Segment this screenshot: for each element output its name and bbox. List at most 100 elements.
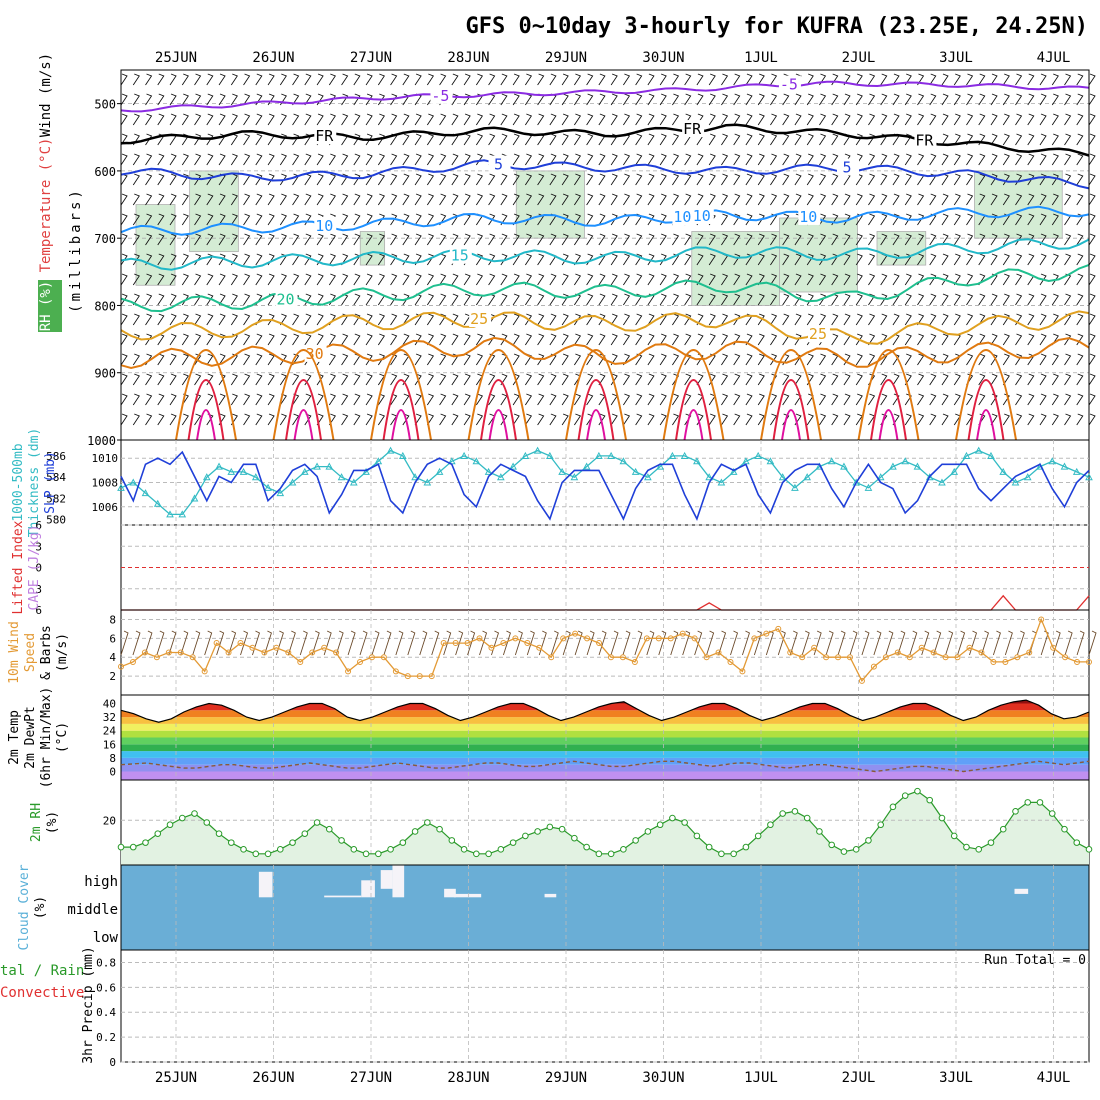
wind-barb [537, 373, 545, 386]
wind-barb [341, 213, 349, 226]
rh-point [313, 819, 321, 826]
wind-barb [966, 273, 974, 286]
wind-barb [708, 113, 716, 126]
wind-barb [672, 193, 680, 206]
wind-barb [1076, 153, 1084, 166]
wind-barb [157, 113, 165, 126]
contour-label-bg [314, 216, 337, 234]
wind-barb [414, 193, 422, 206]
wind-barb [706, 630, 715, 656]
wind-barb [953, 73, 961, 86]
wind-barb [757, 313, 765, 326]
wind-barb [868, 233, 876, 246]
wind-barb [672, 393, 680, 406]
contour-label-bg [682, 120, 705, 138]
wind-barb [1064, 153, 1072, 166]
wind-barb [377, 353, 385, 366]
wind-barb [561, 93, 569, 106]
wind-barb [120, 93, 128, 106]
temp-band [121, 737, 1089, 745]
wind-barb [730, 630, 739, 656]
wind-barb [463, 353, 471, 366]
wind-barb [598, 630, 607, 656]
wind-barb [929, 193, 937, 206]
wind-barb [1027, 393, 1035, 406]
wind-barb [451, 413, 459, 426]
wind-barb [537, 193, 545, 206]
wind-barb [794, 293, 802, 306]
wind-barb [255, 413, 263, 426]
wind-barb [978, 153, 986, 166]
wind-barb [941, 373, 949, 386]
wind-barb [537, 293, 545, 306]
thickness-point [840, 462, 848, 470]
temp-tick-label: 16 [103, 738, 116, 751]
wind-barb [843, 313, 851, 326]
wind-barb [1015, 293, 1023, 306]
wind-barb [855, 73, 863, 86]
wind-barb [770, 313, 778, 326]
wind-barb [341, 373, 349, 386]
cloud-gap [392, 865, 405, 898]
wind-barb [658, 630, 667, 656]
wind-barb [917, 413, 925, 426]
wind-barb [1051, 233, 1059, 246]
wind-barb [549, 133, 557, 146]
rh-point [840, 848, 848, 855]
wind-barb [684, 173, 692, 186]
rh-point [276, 846, 284, 853]
wind-barb [794, 193, 802, 206]
wind-barb [414, 273, 422, 286]
rh-point [718, 850, 725, 858]
wind-point [727, 658, 734, 665]
wind-barb [365, 93, 373, 106]
wind-barb [880, 213, 888, 226]
rh-point [767, 821, 774, 829]
thickness-point [386, 446, 395, 454]
wind-barb [455, 630, 464, 656]
wind-barb [377, 253, 385, 266]
wind-barb [206, 193, 214, 206]
wind-barb [169, 333, 177, 346]
wind-barb [267, 173, 275, 186]
wind-barb [243, 353, 251, 366]
wind-barb [1002, 73, 1010, 86]
wind-barb [439, 413, 447, 426]
wind-barb [292, 353, 300, 366]
wind-barb [365, 113, 373, 126]
wind-barb [475, 393, 484, 406]
rh-point [424, 819, 431, 826]
wind-point [655, 635, 662, 642]
wind-barb [733, 93, 741, 106]
wind-barb [279, 413, 287, 426]
wind-barb [819, 233, 827, 246]
wind-barb [623, 413, 631, 426]
wind-barb [132, 73, 140, 86]
wind-point [141, 649, 148, 656]
wind-barb [598, 233, 606, 246]
wind-barb [267, 213, 275, 226]
wind-barb [721, 393, 729, 406]
wind-barb [512, 213, 520, 226]
wind-barb [500, 193, 508, 206]
rh-point [558, 825, 566, 833]
wind-point [237, 640, 244, 647]
rh-point [240, 846, 247, 853]
wind-barb [586, 373, 594, 386]
wind-barb [831, 193, 839, 206]
temp-tick-label: 32 [103, 711, 116, 724]
wind-barb [304, 333, 312, 346]
contour-label: 25 [809, 325, 827, 343]
wind-barb [169, 313, 177, 326]
wind-barb [524, 73, 533, 86]
cloud-gap [453, 893, 482, 898]
temp-band [121, 764, 1089, 772]
wind-barb [169, 193, 177, 206]
wind-barb [917, 113, 925, 126]
wind-barb [316, 333, 324, 346]
wind-point [870, 663, 877, 670]
wind-barb [880, 173, 888, 186]
hot-contour [565, 349, 627, 441]
temp-band [121, 730, 1089, 738]
wind-barb [377, 193, 385, 206]
